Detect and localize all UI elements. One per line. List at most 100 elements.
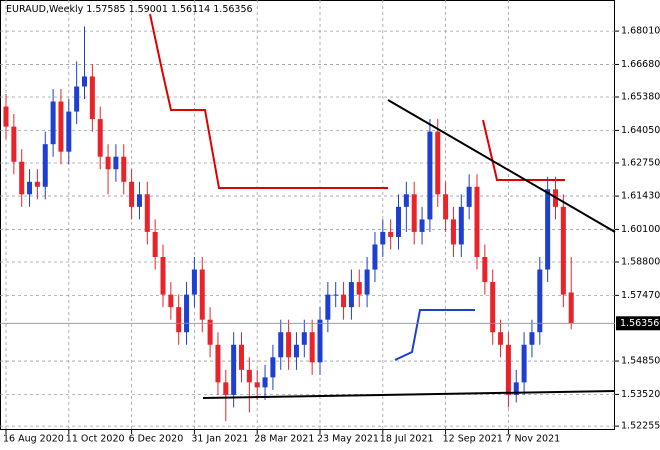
candle-body — [254, 382, 260, 388]
candle-body — [3, 106, 9, 127]
candle-body — [286, 332, 292, 358]
candle-body — [152, 231, 158, 257]
candle-body — [364, 269, 370, 295]
x-tick-label: 28 Mar 2021 — [254, 434, 314, 445]
candle-body — [58, 101, 64, 152]
x-tick-label: 31 Jan 2021 — [191, 434, 248, 445]
price-label: 1.56356 — [620, 318, 659, 329]
candle-body — [246, 369, 252, 383]
candle-body — [42, 144, 48, 187]
title-symbol: EURAUD,Weekly — [6, 4, 84, 15]
candle-body — [482, 256, 488, 283]
x-tick-label: 11 Oct 2020 — [66, 434, 125, 445]
candle-body — [560, 206, 566, 295]
candle-body — [82, 76, 87, 87]
candle-body — [403, 194, 409, 207]
candle-body — [474, 186, 480, 257]
candle-body — [458, 206, 464, 245]
stop-line — [482, 119, 565, 181]
y-tick-label: 1.58800 — [621, 257, 660, 268]
title-close: 1.56356 — [213, 4, 252, 15]
x-tick-label: 23 May 2021 — [317, 434, 379, 445]
candle-body — [144, 194, 150, 232]
candle-body — [498, 332, 504, 345]
candle-body — [450, 219, 456, 245]
candle-body — [136, 194, 142, 207]
candle-body — [270, 357, 276, 378]
x-tick-label: 18 Jul 2021 — [380, 434, 434, 445]
candle-body — [427, 131, 433, 220]
grid — [0, 0, 615, 430]
candle-body — [50, 101, 56, 145]
candle-body — [74, 86, 80, 112]
candle-body — [207, 319, 213, 345]
candle-body — [231, 344, 237, 395]
candle-body — [262, 377, 268, 388]
y-tick-label: 1.52255 — [621, 421, 660, 432]
candle-body — [129, 181, 135, 207]
y-tick-label: 1.57470 — [621, 290, 660, 301]
candle-body — [341, 294, 347, 308]
candle-body — [333, 294, 339, 296]
candle-body — [490, 282, 496, 333]
candle-body — [199, 269, 205, 320]
candle-body — [568, 292, 574, 324]
y-tick-label: 1.61430 — [621, 191, 660, 202]
candle-body — [309, 332, 315, 363]
candle-body — [513, 382, 519, 395]
candle-body — [27, 181, 33, 195]
candle-body — [348, 282, 354, 308]
candle-body — [521, 344, 527, 383]
candle-body — [19, 161, 25, 195]
candle-body — [388, 231, 394, 237]
support-line — [202, 390, 616, 399]
y-tick-label: 1.53520 — [621, 389, 660, 400]
candle-body — [215, 344, 221, 383]
y-tick-label: 1.54850 — [621, 356, 660, 367]
candle-body — [168, 294, 174, 308]
candle-body — [34, 181, 40, 187]
price-label-box — [616, 316, 660, 331]
candle-body — [66, 111, 72, 152]
chart-title: EURAUD,Weekly 1.57585 1.59001 1.56114 1.… — [6, 4, 253, 15]
candle-body — [466, 186, 472, 207]
title-open: 1.57585 — [86, 4, 125, 15]
x-tick-label: 6 Dec 2020 — [129, 434, 184, 445]
candle-body — [160, 256, 166, 295]
candle-body — [529, 332, 535, 345]
candle-body — [239, 344, 244, 370]
candle-body — [356, 282, 362, 295]
candle-body — [317, 319, 323, 363]
stop-line — [394, 309, 475, 361]
candle-body — [325, 294, 331, 320]
candles — [3, 26, 574, 422]
x-tick-label: 7 Nov 2021 — [505, 434, 560, 445]
candle-body — [223, 382, 229, 395]
candle-body — [11, 126, 17, 162]
candle-body — [443, 194, 449, 220]
candle-body — [301, 332, 307, 345]
candle-body — [411, 194, 417, 232]
candle-body — [419, 219, 425, 232]
y-tick-label: 1.60100 — [621, 224, 660, 235]
candle-body — [293, 344, 299, 358]
y-tick-label: 1.64050 — [621, 125, 660, 136]
y-tick-label: 1.65380 — [621, 92, 660, 103]
candle-body — [537, 269, 543, 333]
candle-body — [113, 156, 119, 170]
candle-body — [191, 269, 197, 295]
plot-frame — [0, 0, 615, 430]
candle-body — [105, 156, 111, 170]
candle-body — [184, 294, 190, 333]
x-tick-label: 16 Aug 2020 — [3, 434, 64, 445]
candle-body — [545, 189, 551, 270]
candle-body — [380, 231, 386, 245]
title-high: 1.59001 — [129, 4, 168, 15]
candle-body — [372, 244, 378, 270]
candle-body — [121, 156, 127, 182]
y-tick-label: 1.66680 — [621, 59, 660, 70]
candle-body — [505, 344, 511, 395]
x-tick-label: 12 Sep 2021 — [443, 434, 503, 445]
